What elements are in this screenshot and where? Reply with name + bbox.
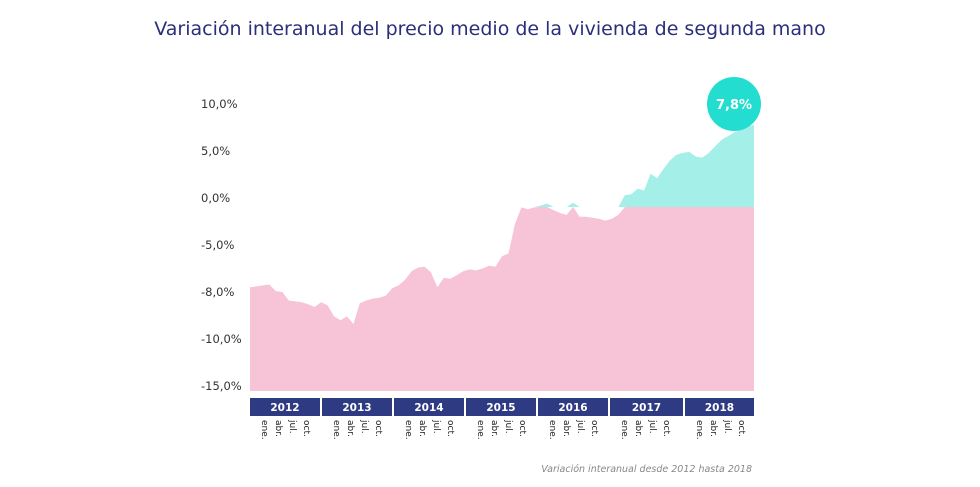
- chart-title: Variación interanual del precio medio de…: [154, 18, 826, 40]
- month-label: jul.: [722, 419, 732, 434]
- y-tick-label: -10,0%: [201, 332, 242, 346]
- month-label: abr.: [708, 420, 718, 437]
- year-bands: 2012 2013 2014 2015 2016 2017 2018: [250, 398, 754, 416]
- month-label: jul.: [359, 419, 369, 434]
- year-label: 2013: [342, 402, 371, 414]
- month-label: ene.: [259, 420, 269, 440]
- month-label: abr.: [489, 420, 499, 437]
- month-label: ene.: [331, 420, 341, 440]
- month-label: ene.: [475, 420, 485, 440]
- year-band: [250, 398, 320, 416]
- month-label: oct.: [517, 420, 527, 437]
- month-label: abr.: [561, 420, 571, 437]
- y-tick-label: -15,0%: [201, 379, 242, 393]
- month-label: oct.: [373, 420, 383, 437]
- y-axis-ticks: 10,0% 5,0% 0,0% -5,0% -8,0% -10,0% -15,0%: [201, 97, 242, 393]
- month-label: oct.: [301, 420, 311, 437]
- month-label: jul.: [287, 419, 297, 434]
- month-label: abr.: [345, 420, 355, 437]
- month-label: oct.: [661, 420, 671, 437]
- year-label: 2018: [705, 402, 734, 414]
- highlight-badge: 7,8%: [707, 77, 761, 131]
- year-label: 2012: [270, 402, 299, 414]
- chart-caption: Variación interanual desde 2012 hasta 20…: [541, 464, 752, 475]
- month-label: oct.: [445, 420, 455, 437]
- month-label: jul.: [647, 419, 657, 434]
- year-band: [394, 398, 464, 416]
- month-label: ene.: [619, 420, 629, 440]
- y-tick-label: -8,0%: [201, 285, 234, 299]
- positive-area: [250, 124, 754, 207]
- highlight-value: 7,8%: [716, 98, 752, 113]
- year-band: [685, 398, 754, 416]
- month-label: abr.: [633, 420, 643, 437]
- month-label: oct.: [736, 420, 746, 437]
- y-tick-label: -5,0%: [201, 238, 234, 252]
- y-tick-label: 10,0%: [201, 97, 238, 111]
- year-band: [610, 398, 683, 416]
- y-tick-label: 0,0%: [201, 191, 230, 205]
- month-labels: ene. abr. jul. oct. ene. abr. jul. oct. ene. abr.…: [259, 419, 746, 440]
- month-label: jul.: [431, 419, 441, 434]
- month-label: ene.: [694, 420, 704, 440]
- month-label: ene.: [547, 420, 557, 440]
- year-band: [538, 398, 608, 416]
- month-label: abr.: [273, 420, 283, 437]
- year-label: 2015: [486, 402, 515, 414]
- month-label: abr.: [417, 420, 427, 437]
- year-label: 2014: [414, 402, 443, 414]
- month-label: oct.: [589, 420, 599, 437]
- year-band: [322, 398, 392, 416]
- month-label: jul.: [575, 419, 585, 434]
- month-label: jul.: [503, 419, 513, 434]
- year-band: [466, 398, 536, 416]
- area-series: [250, 124, 754, 391]
- year-label: 2017: [632, 402, 661, 414]
- year-label: 2016: [558, 402, 587, 414]
- month-label: ene.: [403, 420, 413, 440]
- highlight-circle: [707, 77, 761, 131]
- negative-area: [250, 207, 754, 391]
- y-tick-label: 5,0%: [201, 144, 230, 158]
